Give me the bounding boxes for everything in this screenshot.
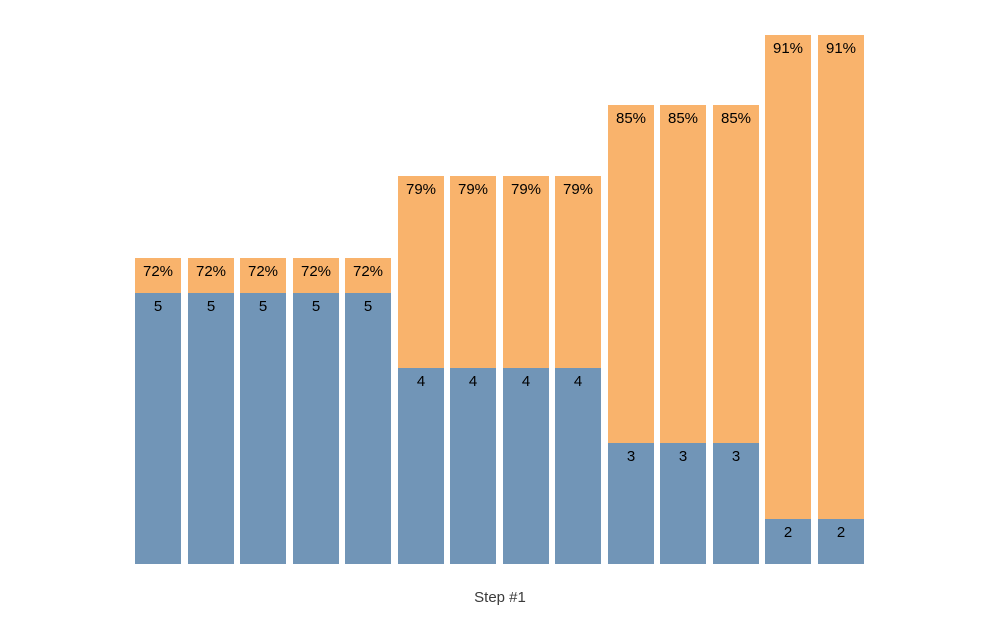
count-label: 5 <box>363 298 373 315</box>
count-label: 4 <box>573 373 583 390</box>
bar-orange-segment: 72% <box>345 258 391 293</box>
bar: 85% 3 <box>660 105 706 564</box>
percent-label: 79% <box>510 181 542 198</box>
count-label: 5 <box>153 298 163 315</box>
bar-orange-segment: 91% <box>765 35 811 519</box>
bar: 79% 4 <box>398 176 444 564</box>
bar-orange-segment: 72% <box>293 258 339 293</box>
bar: 72% 5 <box>293 258 339 564</box>
bar: 72% 5 <box>345 258 391 564</box>
bar: 72% 5 <box>240 258 286 564</box>
bar-blue-segment: 5 <box>188 293 234 564</box>
bar: 85% 3 <box>608 105 654 564</box>
bar-blue-segment: 4 <box>555 368 601 564</box>
bar-orange-segment: 72% <box>240 258 286 293</box>
bar-blue-segment: 5 <box>135 293 181 564</box>
bar-blue-segment: 5 <box>293 293 339 564</box>
percent-label: 72% <box>195 263 227 280</box>
bar-blue-segment: 5 <box>345 293 391 564</box>
percent-label: 91% <box>772 40 804 57</box>
count-label: 4 <box>416 373 426 390</box>
count-label: 2 <box>783 524 793 541</box>
bar-blue-segment: 2 <box>765 519 811 564</box>
count-label: 5 <box>206 298 216 315</box>
count-label: 3 <box>731 448 741 465</box>
percent-label: 72% <box>142 263 174 280</box>
bar-blue-segment: 4 <box>450 368 496 564</box>
bar-blue-segment: 3 <box>608 443 654 564</box>
bar-orange-segment: 72% <box>188 258 234 293</box>
bar: 72% 5 <box>188 258 234 564</box>
percent-label: 85% <box>720 110 752 127</box>
x-axis-label: Step #1 <box>474 589 526 606</box>
count-label: 3 <box>678 448 688 465</box>
percent-label: 79% <box>562 181 594 198</box>
bar-orange-segment: 85% <box>713 105 759 443</box>
percent-label: 79% <box>405 181 437 198</box>
percent-label: 72% <box>352 263 384 280</box>
percent-label: 85% <box>667 110 699 127</box>
bar-blue-segment: 5 <box>240 293 286 564</box>
bar-orange-segment: 85% <box>660 105 706 443</box>
count-label: 4 <box>521 373 531 390</box>
bar: 79% 4 <box>503 176 549 564</box>
percent-label: 79% <box>457 181 489 198</box>
bar: 91% 2 <box>765 35 811 564</box>
bar-orange-segment: 85% <box>608 105 654 443</box>
count-label: 4 <box>468 373 478 390</box>
percent-label: 85% <box>615 110 647 127</box>
bar-orange-segment: 79% <box>503 176 549 368</box>
bar: 79% 4 <box>450 176 496 564</box>
count-label: 2 <box>836 524 846 541</box>
bar-orange-segment: 72% <box>135 258 181 293</box>
count-label: 5 <box>311 298 321 315</box>
bar-orange-segment: 79% <box>555 176 601 368</box>
bar: 85% 3 <box>713 105 759 564</box>
percent-label: 91% <box>825 40 857 57</box>
bar-blue-segment: 4 <box>398 368 444 564</box>
bar: 72% 5 <box>135 258 181 564</box>
bar: 91% 2 <box>818 35 864 564</box>
bar-orange-segment: 91% <box>818 35 864 519</box>
bar: 79% 4 <box>555 176 601 564</box>
bar-blue-segment: 2 <box>818 519 864 564</box>
count-label: 3 <box>626 448 636 465</box>
bar-orange-segment: 79% <box>398 176 444 368</box>
bar-orange-segment: 79% <box>450 176 496 368</box>
percent-label: 72% <box>300 263 332 280</box>
bar-blue-segment: 3 <box>660 443 706 564</box>
count-label: 5 <box>258 298 268 315</box>
percent-label: 72% <box>247 263 279 280</box>
bar-blue-segment: 3 <box>713 443 759 564</box>
bar-blue-segment: 4 <box>503 368 549 564</box>
